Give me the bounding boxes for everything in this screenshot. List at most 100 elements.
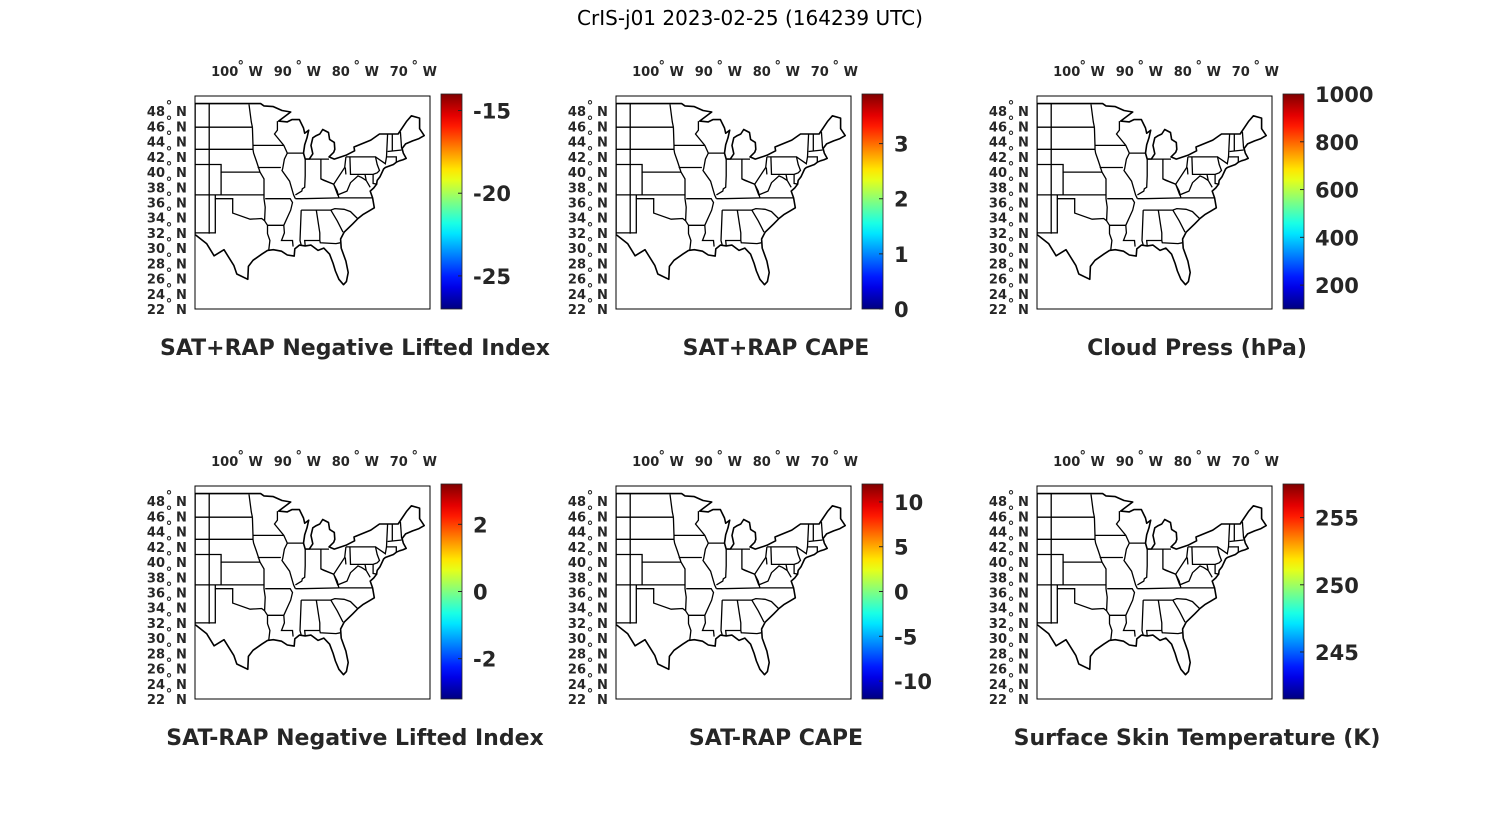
lat-hemisphere-label: N [176, 242, 187, 257]
state-border [1228, 546, 1239, 553]
state-border [333, 175, 367, 196]
panel-title: SAT+RAP CAPE [682, 336, 870, 361]
state-border [765, 557, 768, 565]
state-border [1172, 599, 1186, 623]
lat-degree-symbol: ° [166, 565, 173, 580]
state-border [669, 104, 675, 128]
lat-degree-symbol: ° [166, 297, 173, 312]
lat-tick-label: 32 [568, 617, 586, 632]
lat-hemisphere-label: N [1018, 242, 1029, 257]
state-border [319, 240, 341, 245]
lon-hemisphere-label: W [423, 65, 437, 80]
state-border [694, 121, 717, 199]
lat-degree-symbol: ° [166, 687, 173, 702]
lat-degree-symbol: ° [1008, 175, 1015, 190]
state-border [330, 599, 344, 623]
state-border [319, 630, 341, 635]
lat-degree-symbol: ° [166, 206, 173, 221]
colorbar-tick-label: 255 [1315, 507, 1359, 531]
lat-tick-label: 40 [989, 556, 1007, 571]
state-border [1217, 523, 1231, 555]
state-border [616, 553, 681, 563]
lat-degree-symbol: ° [166, 596, 173, 611]
lat-degree-symbol: ° [1008, 489, 1015, 504]
lat-hemisphere-label: N [1018, 526, 1029, 541]
lat-tick-label: 30 [568, 632, 586, 647]
lat-tick-label: 40 [568, 556, 586, 571]
lon-degree-symbol: ° [412, 59, 419, 74]
lat-tick-label: 22 [147, 693, 165, 708]
lat-degree-symbol: ° [166, 282, 173, 297]
lon-degree-symbol: ° [833, 449, 840, 464]
lon-tick-label: 100 [211, 65, 238, 80]
map-panel: 100 ° W 90 ° W 80 ° W 70 ° W 48 ° N 46 ° N 44 ° N 42 ° N 40 ° N 38 °… [989, 59, 1500, 396]
lon-degree-symbol: ° [295, 59, 302, 74]
state-border [751, 209, 765, 233]
state-border [685, 610, 692, 641]
lat-tick-label: 24 [989, 288, 1007, 303]
lat-hemisphere-label: N [1018, 632, 1029, 647]
lat-tick-label: 42 [989, 541, 1007, 556]
lat-hemisphere-label: N [1018, 212, 1029, 227]
lat-tick-label: 26 [989, 663, 1007, 678]
state-border [672, 517, 687, 611]
lat-tick-label: 48 [568, 105, 586, 120]
lat-tick-label: 36 [989, 197, 1007, 212]
lon-hemisphere-label: W [1149, 455, 1163, 470]
lat-degree-symbol: ° [587, 581, 594, 596]
lat-hemisphere-label: N [1018, 151, 1029, 166]
lat-hemisphere-label: N [176, 273, 187, 288]
lon-hemisphere-label: W [786, 65, 800, 80]
state-border [375, 133, 389, 165]
state-border [716, 197, 794, 200]
lat-degree-symbol: ° [1008, 565, 1015, 580]
colorbar-tick-label: 2 [894, 188, 909, 212]
lat-degree-symbol: ° [166, 175, 173, 190]
lat-degree-symbol: ° [166, 520, 173, 535]
lat-tick-label: 38 [989, 571, 1007, 586]
lat-tick-label: 36 [147, 587, 165, 602]
lat-hemisphere-label: N [597, 288, 608, 303]
state-border [248, 104, 254, 128]
lat-tick-label: 24 [147, 288, 165, 303]
lon-tick-label: 80 [1174, 455, 1192, 470]
lat-hemisphere-label: N [1018, 678, 1029, 693]
lon-hemisphere-label: W [307, 65, 321, 80]
lat-hemisphere-label: N [1018, 602, 1029, 617]
lat-tick-label: 30 [568, 242, 586, 257]
state-border [299, 600, 302, 636]
lat-tick-label: 42 [568, 541, 586, 556]
state-border [740, 240, 762, 245]
state-border [1137, 197, 1215, 200]
lat-hemisphere-label: N [597, 526, 608, 541]
lon-hemisphere-label: W [1265, 65, 1279, 80]
lat-tick-label: 48 [989, 105, 1007, 120]
lat-degree-symbol: ° [166, 251, 173, 266]
lat-tick-label: 26 [989, 273, 1007, 288]
map-svg: 100 ° W 90 ° W 80 ° W 70 ° W48 ° N46 ° N44 ° N42 ° N40 ° N38 °… [147, 449, 496, 708]
lat-degree-symbol: ° [1008, 282, 1015, 297]
state-border [1229, 149, 1244, 153]
colorbar-tick-label: 3 [894, 133, 909, 157]
lat-tick-label: 34 [147, 602, 165, 617]
lat-hemisphere-label: N [597, 181, 608, 196]
lat-degree-symbol: ° [1008, 297, 1015, 312]
state-border [1137, 587, 1215, 590]
state-border [1107, 588, 1136, 637]
lat-degree-symbol: ° [1008, 114, 1015, 129]
lon-tick-label: 70 [1232, 455, 1250, 470]
colorbar-tick-label: -15 [473, 100, 511, 124]
state-border [1241, 131, 1245, 149]
lat-hemisphere-label: N [1018, 510, 1029, 525]
lat-hemisphere-label: N [597, 151, 608, 166]
state-border [1137, 549, 1148, 586]
state-border [1106, 220, 1113, 251]
state-border [303, 210, 321, 246]
lat-tick-label: 44 [568, 136, 586, 151]
lat-tick-label: 40 [568, 166, 586, 181]
state-border [1093, 517, 1108, 611]
lat-hemisphere-label: N [176, 197, 187, 212]
lat-degree-symbol: ° [587, 206, 594, 221]
colorbar-tick-label: 0 [894, 581, 909, 605]
lat-hemisphere-label: N [1018, 136, 1029, 151]
